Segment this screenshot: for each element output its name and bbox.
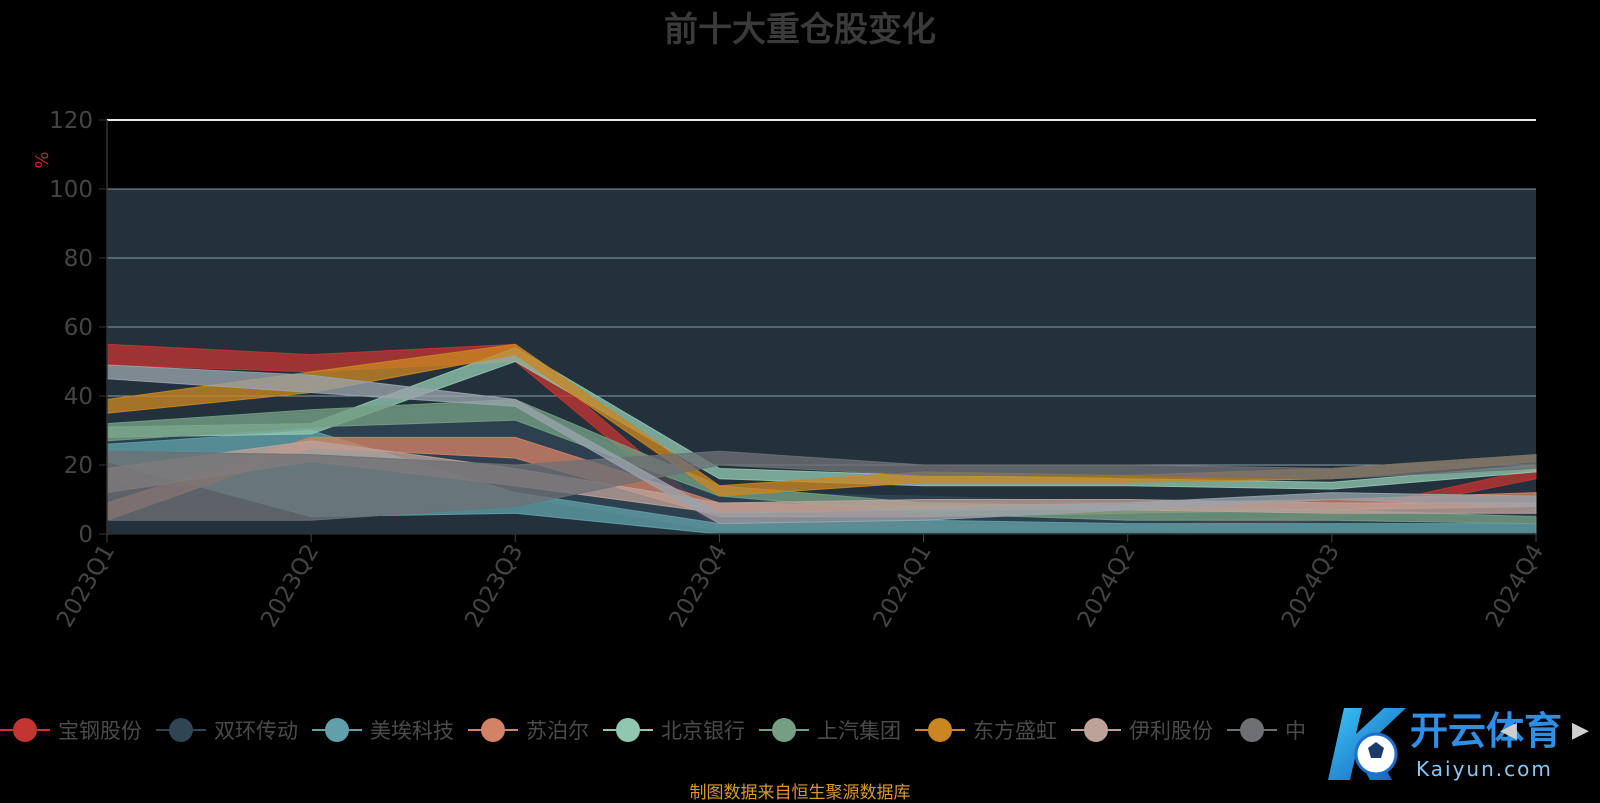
legend-label: 北京银行: [661, 719, 745, 743]
y-tick-label: 40: [64, 384, 93, 410]
series-area-9: [106, 364, 1537, 525]
x-tick-label: 2023Q2: [256, 540, 324, 632]
legend-label: 宝钢股份: [58, 719, 142, 743]
legend-label: 双环传动: [214, 719, 298, 743]
legend-prev-icon[interactable]: ◀: [1500, 718, 1517, 743]
legend-item-0[interactable]: 宝钢股份: [0, 715, 142, 745]
y-tick-label: 120: [49, 108, 93, 134]
legend-item-3[interactable]: 苏泊尔: [468, 715, 589, 745]
legend-item-2[interactable]: 美埃科技: [312, 715, 454, 745]
legend: 宝钢股份 双环传动 美埃科技 苏泊尔 北京银行 上汽集团 东方盛虹 伊利股份 中: [0, 710, 1600, 750]
y-tick-label: 0: [78, 522, 93, 548]
series-areas: [106, 343, 1537, 535]
legend-item-7[interactable]: 伊利股份: [1071, 715, 1213, 745]
x-tick-label: 2024Q4: [1481, 540, 1549, 632]
y-axis-unit-label: %: [32, 151, 53, 168]
legend-swatch: [1227, 717, 1277, 743]
legend-item-5[interactable]: 上汽集团: [759, 715, 901, 745]
legend-label: 上汽集团: [817, 719, 901, 743]
legend-swatch: [759, 717, 809, 743]
kaiyun-watermark-logo: 开云体育 Kaiyun.com: [1328, 708, 1562, 781]
legend-swatch: [156, 717, 206, 743]
legend-label: 东方盛虹: [973, 719, 1057, 743]
legend-swatch: [312, 717, 362, 743]
legend-item-4[interactable]: 北京银行: [603, 715, 745, 745]
legend-item-6[interactable]: 东方盛虹: [915, 715, 1057, 745]
x-tick-label: 2023Q1: [52, 540, 120, 632]
x-tick-label: 2023Q3: [460, 540, 528, 632]
legend-label: 中: [1285, 719, 1306, 743]
legend-swatch: [0, 717, 50, 743]
source-note: 制图数据来自恒生聚源数据库: [689, 783, 911, 803]
legend-label: 苏泊尔: [526, 719, 589, 743]
x-tick-label: 2024Q3: [1277, 540, 1345, 632]
y-tick-label: 60: [64, 315, 93, 341]
x-tick-label: 2024Q1: [869, 540, 937, 632]
legend-item-1[interactable]: 双环传动: [156, 715, 298, 745]
x-tick-label: 2024Q2: [1073, 540, 1141, 632]
legend-next-icon[interactable]: ▶: [1572, 718, 1589, 743]
legend-swatch: [915, 717, 965, 743]
y-tick-label: 100: [49, 177, 93, 203]
chart-title: 前十大重仓股变化: [664, 10, 936, 50]
y-tick-label: 20: [64, 453, 93, 479]
x-tick-label: 2023Q4: [664, 540, 732, 632]
legend-swatch: [468, 717, 518, 743]
watermark-domain: Kaiyun.com: [1416, 757, 1553, 781]
series-area-8: [106, 450, 1537, 521]
legend-label: 美埃科技: [370, 719, 454, 743]
legend-label: 伊利股份: [1129, 719, 1213, 743]
legend-item-8[interactable]: 中: [1227, 715, 1306, 745]
legend-swatch: [1071, 717, 1121, 743]
y-tick-label: 80: [64, 246, 93, 272]
watermark-brand: 开云体育: [1410, 709, 1562, 753]
series-area-4: [106, 347, 1537, 490]
legend-swatch: [603, 717, 653, 743]
